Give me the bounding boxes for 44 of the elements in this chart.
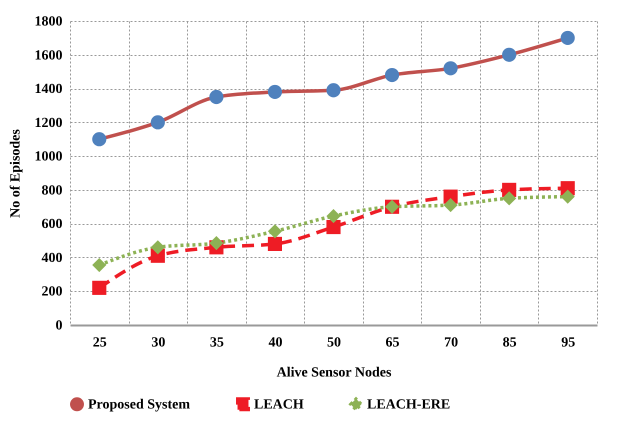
y-tick-label: 1800: [34, 14, 62, 30]
x-tick-label: 65: [386, 336, 400, 350]
y-tick-label: 400: [42, 250, 62, 266]
x-tick-label: 25: [92, 336, 107, 350]
x-tick-label: 50: [327, 336, 341, 350]
point: [268, 84, 282, 99]
point: [209, 90, 224, 104]
legend-label: LEACH: [254, 397, 304, 412]
point: [502, 48, 516, 62]
y-tick-label: 1000: [34, 150, 62, 165]
x-tick-label: 85: [502, 336, 517, 350]
legend-label: Proposed System: [88, 397, 190, 412]
y-tick-label: 0: [56, 318, 62, 334]
y-tick-label: 800: [42, 183, 62, 198]
y-tick-label: 200: [42, 284, 62, 300]
point: [560, 30, 575, 45]
point: [268, 236, 282, 252]
point: [502, 191, 516, 206]
point: [209, 236, 224, 250]
point: [444, 61, 458, 76]
point: [150, 240, 165, 254]
x-tick-label: 95: [561, 336, 576, 350]
y-axis-title: No of Episodes: [8, 128, 24, 218]
point: [444, 198, 458, 212]
point: [92, 132, 106, 146]
x-tick-label: 40: [268, 336, 282, 350]
legend-label: LEACH-ERE: [367, 397, 450, 412]
point: [384, 68, 400, 82]
y-tick-label: 1400: [34, 82, 62, 98]
y-tick-label: 1600: [34, 48, 62, 64]
y-tick-label: 600: [42, 217, 62, 232]
point: [326, 83, 341, 98]
point: [92, 258, 106, 272]
y-tick-label: 1200: [34, 116, 62, 131]
point: [268, 224, 282, 238]
point: [326, 220, 341, 234]
x-tick-label: 35: [210, 336, 224, 350]
point: [326, 208, 341, 224]
point: [560, 190, 575, 204]
point: [150, 115, 165, 130]
x-tick-label: 70: [444, 336, 458, 350]
point: [92, 280, 106, 295]
x-tick-label: 30: [151, 336, 166, 350]
x-axis-title: Alive Sensor Nodes: [276, 366, 392, 380]
